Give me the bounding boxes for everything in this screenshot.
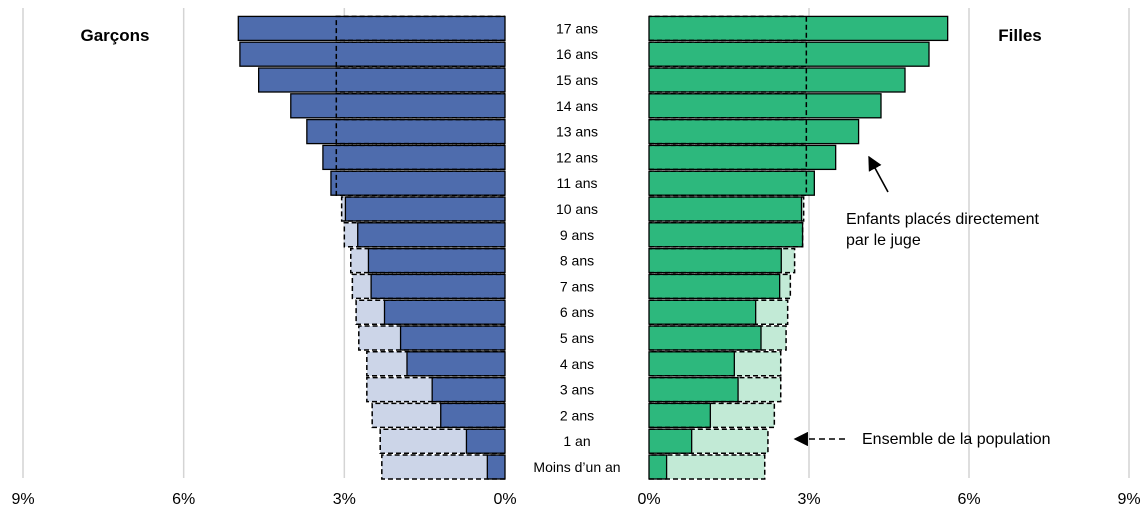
- right-direct-bar-3: [649, 378, 738, 402]
- x-tick-right-0: 0%: [637, 491, 660, 508]
- left-direct-bar-8: [368, 249, 505, 273]
- right-direct-bar-4: [649, 352, 734, 376]
- right-direct-bar-2: [649, 403, 710, 427]
- right-direct-bar-17: [649, 16, 948, 40]
- left-direct-bar-7: [371, 274, 505, 298]
- left-direct-bar-1: [466, 429, 505, 453]
- x-tick-right-3: 3%: [797, 491, 820, 508]
- x-tick-left-0: 0%: [493, 491, 516, 508]
- panel-title-left: Garçons: [81, 26, 150, 45]
- x-tick-right-6: 6%: [957, 491, 980, 508]
- age-label-11: 11 ans: [557, 175, 598, 191]
- age-label-7: 7 ans: [560, 278, 594, 294]
- right-direct-bar-0: [649, 455, 667, 479]
- x-tick-left-9: 9%: [11, 491, 34, 508]
- left-direct-bar-15: [259, 68, 505, 92]
- x-tick-left-3: 3%: [333, 491, 356, 508]
- left-direct-bar-17: [238, 16, 505, 40]
- left-population-bar-0: [382, 455, 505, 479]
- right-direct-bar-6: [649, 300, 756, 324]
- left-direct-bar-16: [240, 42, 505, 66]
- age-label-17: 17 ans: [556, 20, 598, 36]
- right-direct-bar-10: [649, 197, 802, 221]
- left-direct-bar-10: [345, 197, 505, 221]
- right-direct-bar-15: [649, 68, 905, 92]
- left-direct-bar-2: [441, 403, 505, 427]
- age-label-0: Moins d’un an: [533, 459, 620, 475]
- direct-annotation-arrow: [869, 157, 888, 192]
- age-label-13: 13 ans: [556, 124, 598, 140]
- right-direct-bar-11: [649, 171, 814, 195]
- age-label-9: 9 ans: [560, 227, 594, 243]
- x-tick-labels: 0% 0% 3% 3% 6% 6% 9% 9%: [11, 491, 1140, 508]
- right-direct-bar-5: [649, 326, 761, 350]
- direct-annotation-text-0: Enfants placés directement: [846, 211, 1040, 228]
- age-label-5: 5 ans: [560, 330, 594, 346]
- age-label-10: 10 ans: [556, 201, 598, 217]
- right-direct-bar-1: [649, 429, 692, 453]
- left-direct-bar-0: [487, 455, 505, 479]
- left-direct-bar-12: [323, 145, 505, 169]
- left-direct-bar-3: [432, 378, 505, 402]
- annotations: Enfants placés directement par le juge Ens…: [795, 157, 1051, 448]
- age-label-12: 12 ans: [556, 149, 598, 165]
- panel-title-right: Filles: [998, 26, 1041, 45]
- right-direct-bar-9: [649, 223, 803, 247]
- right-direct-bar-12: [649, 145, 836, 169]
- age-labels: Moins d’un an 1 an 2 ans 3 ans 4 ans 5 ans 6 a…: [533, 20, 620, 475]
- left-direct-bar-6: [385, 300, 506, 324]
- x-tick-right-9: 9%: [1117, 491, 1140, 508]
- age-label-6: 6 ans: [560, 304, 594, 320]
- age-label-15: 15 ans: [556, 72, 598, 88]
- right-direct-bar-8: [649, 249, 781, 273]
- age-label-14: 14 ans: [556, 98, 598, 114]
- left-direct-bar-14: [291, 94, 505, 118]
- left-direct-bar-11: [331, 171, 505, 195]
- x-tick-left-6: 6%: [172, 491, 195, 508]
- direct-annotation-text-1: par le juge: [846, 232, 921, 249]
- age-label-1: 1 an: [563, 433, 590, 449]
- age-label-8: 8 ans: [560, 253, 594, 269]
- age-label-2: 2 ans: [560, 407, 594, 423]
- age-label-16: 16 ans: [556, 46, 598, 62]
- right-direct-bar-16: [649, 42, 929, 66]
- age-label-3: 3 ans: [560, 382, 594, 398]
- population-annotation-text-0: Ensemble de la population: [862, 431, 1051, 448]
- age-label-4: 4 ans: [560, 356, 594, 372]
- left-direct-bar-5: [401, 326, 505, 350]
- left-direct-bar-4: [407, 352, 505, 376]
- right-direct-bar-7: [649, 274, 780, 298]
- left-direct-bar-9: [358, 223, 505, 247]
- right-direct-bar-13: [649, 120, 859, 144]
- right-direct-bar-14: [649, 94, 881, 118]
